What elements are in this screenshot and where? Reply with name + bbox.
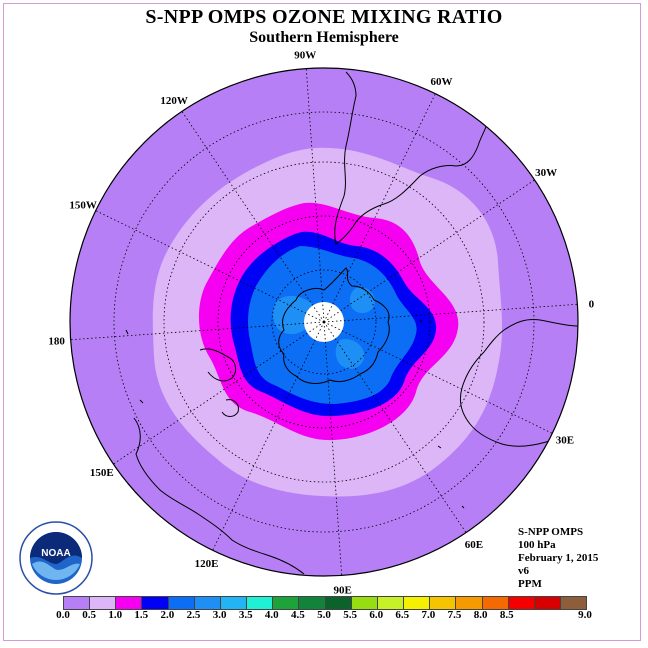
colorbar-swatch <box>325 597 352 609</box>
info-version: v6 <box>518 565 529 577</box>
south-america-coastline <box>334 71 491 245</box>
colorbar-swatch <box>220 597 248 609</box>
longitude-label: 30W <box>535 167 557 179</box>
map-boundary <box>69 67 579 577</box>
colorbar-tick-label: 8.5 <box>499 609 514 621</box>
colorbar-tick-label: 2.5 <box>186 609 201 621</box>
colorbar-tick-label: 6.5 <box>395 609 410 621</box>
colorbar-swatch <box>299 597 326 609</box>
colorbar-swatch <box>508 597 535 609</box>
colorbar-tick-label: 5.0 <box>317 609 331 621</box>
info-instrument: S-NPP OMPS <box>518 526 584 538</box>
longitude-label: 30E <box>556 434 574 446</box>
graticule <box>70 68 578 576</box>
longitude-label: 90W <box>294 50 316 62</box>
noaa-logo-icon: NOAA <box>19 521 93 595</box>
colorbar-tick-label: 3.0 <box>212 609 227 621</box>
longitude-label: 120W <box>160 95 188 107</box>
parallel-circle <box>271 269 377 375</box>
colorbar-swatch <box>482 597 509 609</box>
colorbar-swatch <box>90 597 117 609</box>
colorbar-tick-label: 1.0 <box>108 609 123 621</box>
longitude-labels: 90W 60W 30W 0 30E 60E 90E 120E 150E 180 150W 120W <box>48 50 594 597</box>
australia-coastline <box>133 417 305 575</box>
colorbar-swatch <box>168 597 195 609</box>
info-level: 100 hPa <box>518 539 556 551</box>
longitude-label: 60W <box>430 76 452 88</box>
colorbar-tick-label: 6.0 <box>369 609 384 621</box>
map-info-block: S-NPP OMPS 100 hPa February 1, 2015 v6 P… <box>518 526 598 591</box>
longitude-label: 120E <box>195 558 219 570</box>
africa-coastline <box>459 319 578 447</box>
colorbar-swatch <box>456 597 483 609</box>
figure-title: S-NPP OMPS OZONE MIXING RATIO <box>145 6 503 28</box>
info-units: PPM <box>518 578 542 590</box>
longitude-label: 150E <box>90 467 114 479</box>
colorbar-tick-label: 4.5 <box>291 609 305 621</box>
antarctica-coastline <box>278 267 390 384</box>
colorbar-swatch <box>142 597 169 609</box>
ozone-band-2.5-3.0 <box>273 287 375 369</box>
colorbar-swatch <box>247 597 274 609</box>
noaa-logo-text: NOAA <box>41 548 70 559</box>
colorbar-tick-label: 0.5 <box>82 609 96 621</box>
colorbar-swatch <box>351 597 378 609</box>
parallel-circle <box>113 111 535 533</box>
longitude-label: 90E <box>334 584 352 596</box>
island-coastlines <box>125 319 465 509</box>
colorbar-swatch <box>273 597 300 609</box>
colorbar-swatch <box>534 597 561 609</box>
colorbar-tick-labels: 0.0 0.5 1.0 1.5 2.0 2.5 3.0 3.5 4.0 4.5 5.0 5.5 6.0 6… <box>56 609 592 623</box>
coastlines <box>125 71 578 575</box>
longitude-label: 60E <box>465 539 483 551</box>
colorbar <box>63 596 587 610</box>
colorbar-tick-label: 9.0 <box>578 609 592 621</box>
colorbar-tick-label: 2.0 <box>160 609 175 621</box>
colorbar-tick-label: 7.0 <box>421 609 436 621</box>
colorbar-swatch <box>560 597 587 609</box>
longitude-label: 150W <box>69 200 97 212</box>
colorbar-tick-label: 5.5 <box>343 609 357 621</box>
colorbar-swatch <box>404 597 431 609</box>
colorbar-swatch <box>377 597 405 609</box>
longitude-label: 0 <box>589 298 595 310</box>
colorbar-swatch <box>64 597 91 609</box>
colorbar-swatch <box>116 597 143 609</box>
colorbar-tick-label: 0.0 <box>56 609 70 621</box>
parallel-circle <box>217 215 431 429</box>
colorbar-tick-label: 3.5 <box>238 609 253 621</box>
figure-frame <box>3 3 641 641</box>
colorbar-tick-label: 1.5 <box>134 609 149 621</box>
figure-subtitle: Southern Hemisphere <box>249 29 399 46</box>
colorbar-swatch <box>430 597 457 609</box>
colorbar-tick-label: 8.0 <box>473 609 488 621</box>
colorbar-tick-label: 4.0 <box>264 609 279 621</box>
new-zealand-coastline <box>199 348 239 417</box>
colorbar-tick-label: 7.5 <box>447 609 462 621</box>
info-date: February 1, 2015 <box>518 552 599 564</box>
longitude-label: 180 <box>48 336 65 348</box>
colorbar-swatch <box>194 597 221 609</box>
parallel-circle <box>163 161 485 483</box>
